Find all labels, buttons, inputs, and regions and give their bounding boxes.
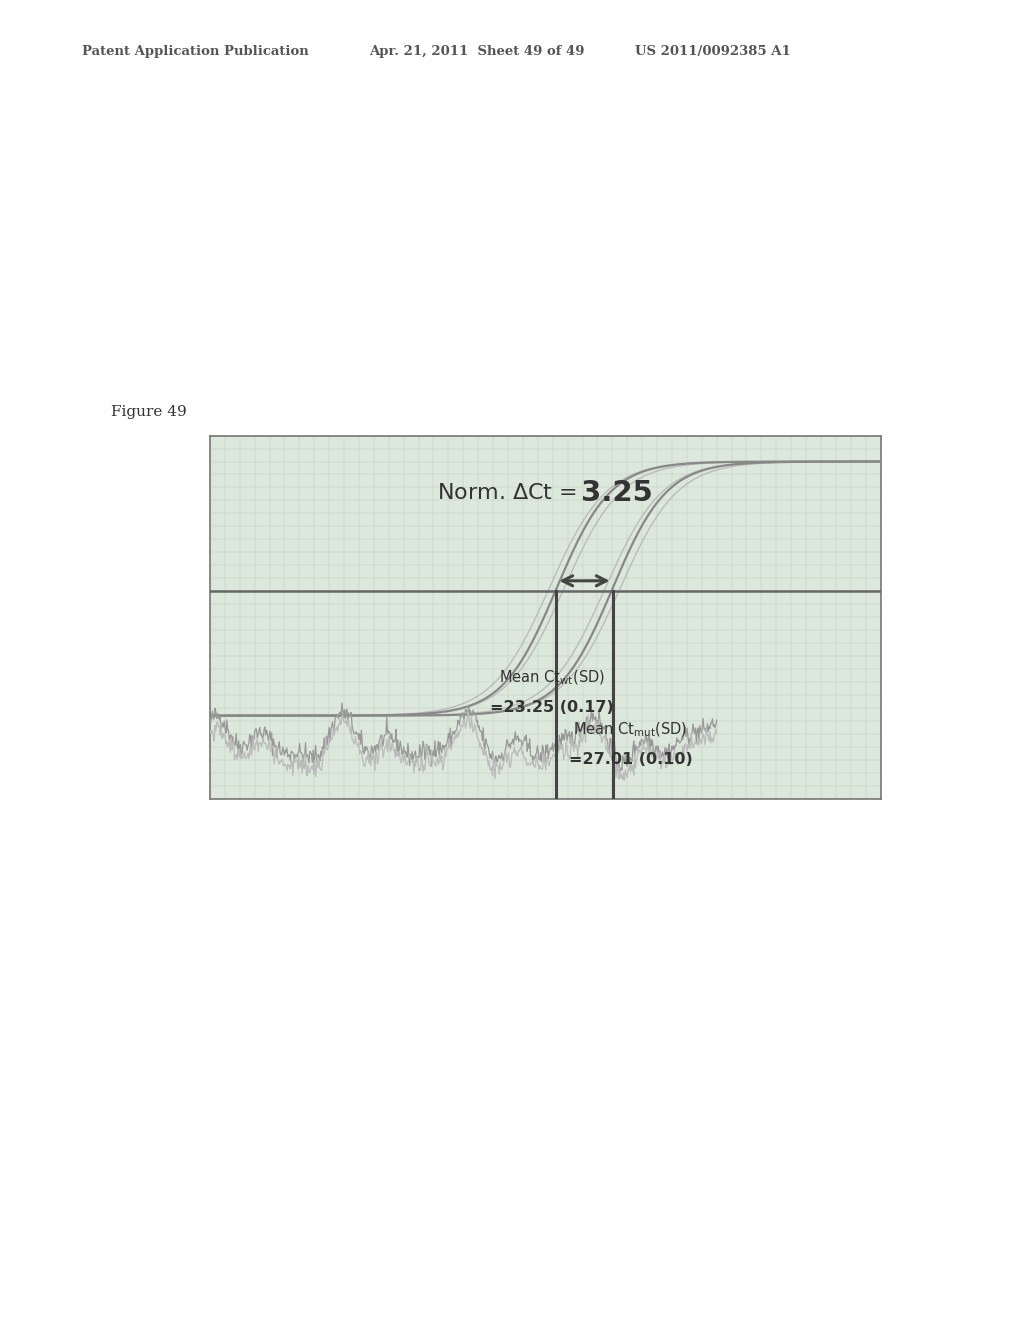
Text: US 2011/0092385 A1: US 2011/0092385 A1: [635, 45, 791, 58]
Text: =23.25 (0.17): =23.25 (0.17): [490, 700, 613, 715]
Text: Figure 49: Figure 49: [111, 405, 186, 418]
Text: 3.25: 3.25: [582, 479, 653, 507]
Text: Patent Application Publication: Patent Application Publication: [82, 45, 308, 58]
Text: Mean Ct$_{\mathregular{wt}}$(SD): Mean Ct$_{\mathregular{wt}}$(SD): [499, 669, 605, 688]
Text: Apr. 21, 2011  Sheet 49 of 49: Apr. 21, 2011 Sheet 49 of 49: [369, 45, 584, 58]
Text: =27.01 (0.10): =27.01 (0.10): [568, 752, 692, 767]
Text: Mean Ct$_{\mathregular{mut}}$(SD): Mean Ct$_{\mathregular{mut}}$(SD): [573, 721, 687, 739]
Text: Norm. $\Delta$Ct =: Norm. $\Delta$Ct =: [437, 483, 578, 503]
